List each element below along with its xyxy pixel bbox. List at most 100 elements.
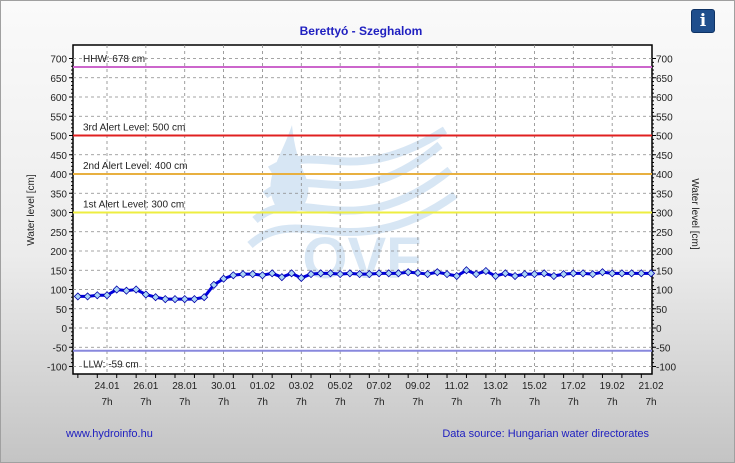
y-tick-label-left: -50 (53, 343, 68, 354)
data-point (93, 291, 102, 300)
data-point (617, 269, 626, 278)
data-point (297, 273, 306, 283)
y-tick-label-right: 550 (656, 112, 673, 123)
data-point (462, 266, 471, 275)
y-tick-label-right: 700 (656, 55, 673, 66)
x-tick-hour: 7h (607, 397, 618, 408)
x-tick-date: 30.01 (211, 381, 236, 392)
data-point (200, 293, 209, 302)
data-point (258, 271, 267, 280)
data-point (355, 270, 364, 279)
x-tick-hour: 7h (451, 397, 462, 408)
footer-link[interactable]: www.hydroinfo.hu (65, 428, 153, 440)
data-point (190, 295, 199, 304)
y-tick-label-right: 50 (656, 305, 668, 316)
data-point (530, 270, 539, 279)
x-tick-hour: 7h (101, 397, 112, 408)
y-tick-label-right: 100 (656, 286, 673, 297)
x-tick-hour: 7h (568, 397, 579, 408)
data-point (277, 273, 286, 282)
y-tick-label-right: 250 (656, 228, 673, 239)
x-tick-hour: 7h (296, 397, 307, 408)
data-point (132, 285, 141, 294)
x-tick-date: 28.01 (172, 381, 197, 392)
data-point (404, 268, 413, 277)
reference-label: 1st Alert Level: 300 cm (83, 200, 184, 211)
data-point (540, 269, 549, 278)
data-point (306, 270, 316, 279)
data-point (141, 290, 150, 299)
x-tick-date: 09.02 (405, 381, 430, 392)
x-tick-hour: 7h (179, 397, 190, 408)
y-tick-label-left: 350 (50, 189, 67, 200)
data-point (170, 295, 180, 304)
x-tick-date: 07.02 (367, 381, 392, 392)
x-tick-date: 17.02 (561, 381, 586, 392)
data-point (229, 271, 238, 280)
x-tick-hour: 7h (412, 397, 423, 408)
y-tick-label-right: 500 (656, 132, 673, 143)
y-tick-label-right: 350 (656, 189, 673, 200)
data-point (588, 270, 597, 279)
y-tick-label-left: 250 (50, 228, 67, 239)
y-tick-label-left: 200 (50, 247, 67, 258)
x-tick-date: 19.02 (600, 381, 625, 392)
data-point (384, 269, 393, 278)
reference-label: 2nd Alert Level: 400 cm (83, 161, 188, 172)
x-tick-hour: 7h (529, 397, 540, 408)
data-point (510, 271, 520, 281)
x-tick-date: 03.02 (289, 381, 314, 392)
data-point (151, 293, 160, 302)
data-point (559, 270, 568, 279)
y-tick-label-right: 600 (656, 93, 673, 104)
data-point (627, 269, 636, 278)
data-point (112, 285, 121, 294)
data-point (549, 271, 558, 281)
data-point (345, 269, 354, 278)
x-tick-date: 15.02 (522, 381, 547, 392)
x-tick-date: 13.02 (483, 381, 508, 392)
x-tick-hour: 7h (490, 397, 501, 408)
data-point (365, 270, 374, 279)
data-point (73, 292, 82, 301)
x-tick-hour: 7h (335, 397, 346, 408)
y-tick-label-left: 300 (50, 209, 67, 220)
watermark-logo: OVF (247, 125, 458, 291)
data-point (287, 269, 296, 278)
footer-source: Data source: Hungarian water directorate… (442, 428, 649, 440)
data-point (238, 270, 248, 279)
y-tick-label-left: 400 (50, 170, 67, 181)
y-tick-label-left: 650 (50, 74, 67, 85)
data-point (394, 269, 403, 278)
data-point (268, 269, 277, 278)
data-point (122, 286, 131, 295)
y-tick-label-left: 100 (50, 286, 67, 297)
y-tick-label-right: 400 (656, 170, 673, 181)
x-tick-hour: 7h (140, 397, 151, 408)
data-point (569, 269, 578, 278)
x-tick-hour: 7h (218, 397, 229, 408)
x-tick-hour: 7h (373, 397, 384, 408)
x-tick-date: 21.02 (639, 381, 664, 392)
y-tick-label-left: 50 (56, 305, 68, 316)
data-point (520, 270, 529, 279)
x-tick-date: 11.02 (445, 381, 470, 392)
data-point (209, 280, 218, 289)
data-point (336, 270, 345, 279)
data-point (413, 268, 422, 278)
data-point (481, 266, 490, 276)
data-point (578, 269, 588, 278)
data-point (161, 295, 170, 304)
data-point (316, 269, 325, 278)
data-point (646, 269, 656, 278)
reference-label: LLW: -59 cm (83, 360, 139, 371)
y-tick-label-right: 650 (656, 74, 673, 85)
data-point (326, 269, 335, 278)
svg-text:OVF: OVF (302, 226, 421, 291)
data-point (180, 295, 189, 304)
data-point (374, 269, 384, 278)
y-axis-label-left: Water level [cm] (26, 174, 37, 246)
y-tick-label-right: 150 (656, 266, 673, 277)
info-icon[interactable]: i (691, 9, 715, 33)
